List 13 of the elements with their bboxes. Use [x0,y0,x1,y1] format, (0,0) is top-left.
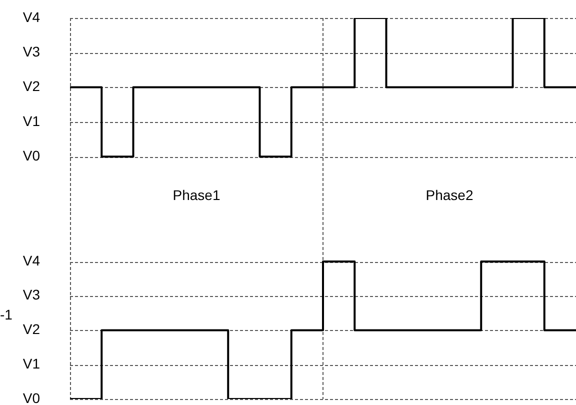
y-axis-title: -1 [0,306,13,322]
text: Phase1 [172,186,220,203]
text: V3 [22,44,40,60]
text: V4 [22,252,40,268]
text: V2 [22,78,40,94]
text: V1 [22,112,40,129]
text: V1 [22,355,40,372]
text: Phase2 [426,186,474,203]
text: V0 [22,147,40,164]
text: V2 [22,321,40,338]
text: V0 [22,390,40,405]
text: V3 [22,286,40,303]
text: V4 [22,8,40,25]
